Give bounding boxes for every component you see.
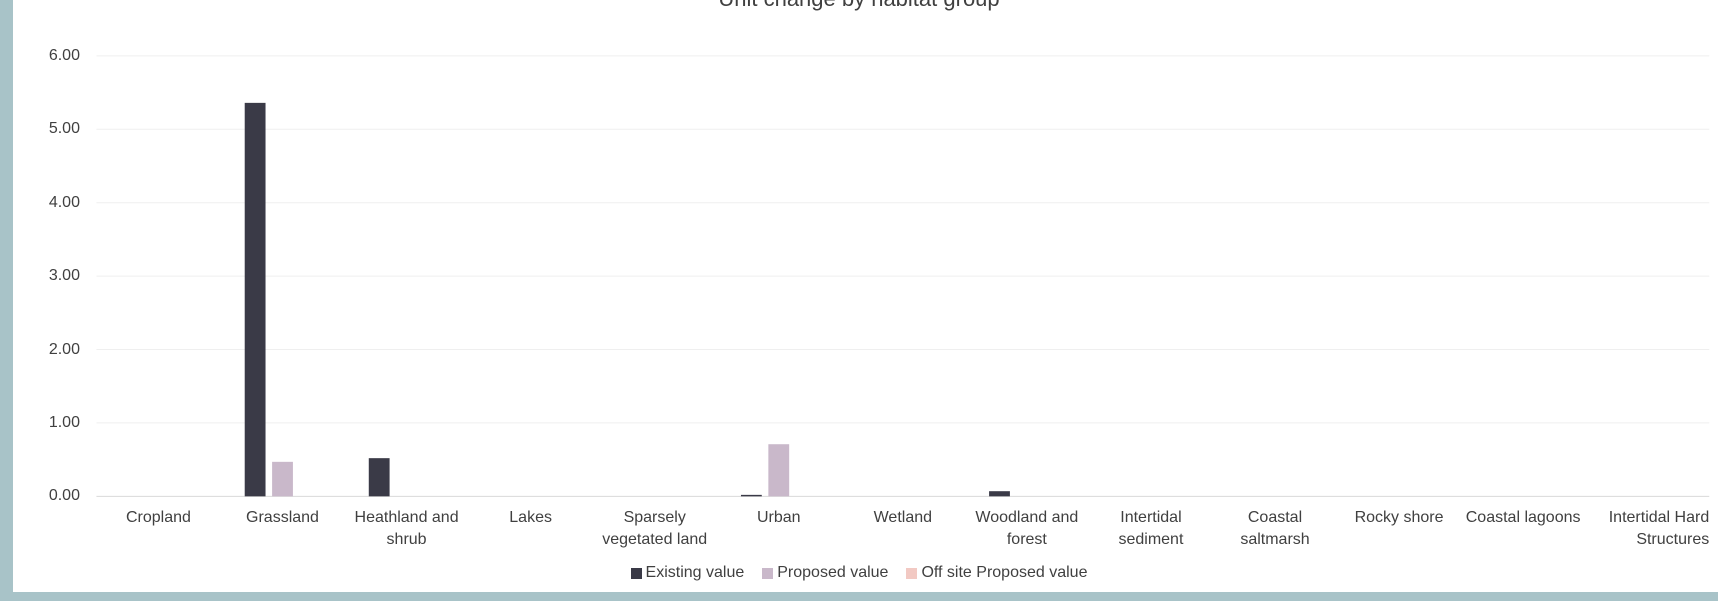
y-tick-label: 1.00: [48, 413, 80, 431]
legend-label: Proposed value: [777, 564, 889, 581]
x-tick-label: Wetland: [873, 509, 933, 527]
legend-swatch: [630, 567, 642, 579]
bar: [244, 102, 266, 497]
x-tick-label: Coastal lagoons: [1465, 509, 1581, 527]
bar: [740, 494, 762, 497]
x-tick-label: Grassland: [246, 509, 319, 527]
chart-title: Unit change by habitat group: [0, 0, 1718, 12]
x-tick-label: Woodland and forest: [975, 509, 1079, 549]
x-tick-label: Intertidal sediment: [1118, 509, 1184, 549]
x-tick-label: Sparsely vegetated land: [602, 509, 708, 549]
x-tick-label: Coastal saltmarsh: [1240, 509, 1310, 549]
bar: [768, 444, 790, 497]
x-tick-label: Intertidal Hard Structures: [1608, 509, 1710, 549]
x-tick-label: Rocky shore: [1354, 509, 1444, 527]
x-tick-label: Lakes: [509, 509, 552, 527]
x-tick-label: Cropland: [125, 509, 191, 527]
legend: Existing value Proposed value Off site Pro…: [0, 564, 1718, 582]
y-tick-label: 6.00: [48, 46, 80, 64]
y-tick-label: 3.00: [48, 267, 80, 285]
legend-swatch: [762, 567, 774, 579]
legend-item: Off site Proposed value: [906, 564, 1087, 582]
bar: [272, 461, 293, 497]
legend-swatch: [906, 567, 918, 579]
legend-label: Off site Proposed value: [921, 564, 1088, 581]
bar: [368, 458, 390, 497]
legend-item: Proposed value: [762, 564, 888, 582]
x-tick-label: Urban: [756, 509, 801, 527]
chart-panel: [13, 0, 1718, 592]
legend-label: Existing value: [645, 564, 745, 581]
bar: [989, 491, 1010, 497]
y-tick-label: 2.00: [48, 340, 80, 358]
y-tick-label: 0.00: [48, 487, 80, 505]
y-tick-label: 5.00: [48, 120, 80, 138]
y-tick-label: 4.00: [48, 193, 80, 211]
x-tick-label: Heathland and shrub: [354, 509, 459, 549]
legend-item: Existing value: [630, 564, 745, 582]
